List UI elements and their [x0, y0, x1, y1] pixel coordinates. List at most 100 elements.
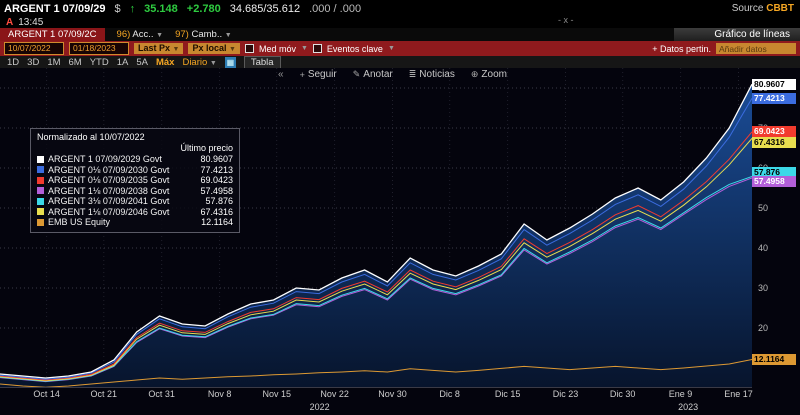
- chart-action-anotar[interactable]: ✎ Anotar: [353, 69, 393, 80]
- legend-last-price: 12.1164: [201, 217, 233, 228]
- quote-time: 13:45: [18, 16, 44, 28]
- legend-series-name: ARGENT 0⅛ 07/09/2035 Govt: [48, 175, 170, 186]
- series-line: [0, 359, 752, 388]
- up-arrow-icon: ↑: [129, 2, 136, 15]
- legend-rows: ARGENT 1 07/09/2029 Govt 80.9607 ARGENT 0⅛…: [37, 154, 233, 228]
- range-1a[interactable]: 1A: [116, 57, 129, 68]
- menu-number: 97): [175, 29, 189, 40]
- x-axis-label: Oct 21: [90, 389, 118, 399]
- price-source-select[interactable]: Last Px ▼: [134, 43, 184, 54]
- x-axis-label: Ene 17: [724, 389, 753, 399]
- chart-action-seguir[interactable]: + Seguir: [300, 69, 337, 80]
- year-label: 2022: [309, 402, 330, 412]
- y-axis-label: 30: [758, 283, 769, 293]
- source-value: CBBT: [766, 3, 794, 14]
- legend-series-name: ARGENT 0⅛ 07/09/2030 Govt: [48, 164, 170, 175]
- y-axis: 8070605040302012.116457.87657.495867.431…: [752, 68, 800, 388]
- last-price-tag: 57.876: [752, 166, 796, 178]
- legend-last-price: 67.4316: [200, 206, 233, 217]
- range-1d[interactable]: 1D: [7, 57, 20, 68]
- menu-label: Acc..: [132, 29, 154, 40]
- add-data-input[interactable]: [716, 43, 796, 54]
- legend-row[interactable]: ARGENT 3⅛ 07/09/2041 Govt 57.876: [37, 196, 233, 207]
- related-data-button[interactable]: + Datos pertin.: [652, 43, 711, 54]
- legend-series-name: ARGENT 1⅛ 07/09/2046 Govt: [48, 206, 170, 217]
- legend-title: Normalizado al 10/07/2022: [37, 132, 145, 142]
- anotar-icon: ✎: [352, 69, 361, 79]
- range-6m[interactable]: 6M: [68, 57, 82, 68]
- security-tab[interactable]: ARGENT 1 07/09/2C: [0, 28, 105, 41]
- date-from-field[interactable]: [4, 42, 64, 55]
- x-axis-label: Ene 9: [668, 389, 693, 399]
- range-ytd[interactable]: YTD: [89, 57, 109, 68]
- chart-action-noticias[interactable]: ≣ Noticias: [409, 69, 455, 80]
- last-price-tag: 80.9607: [752, 78, 796, 90]
- chevron-down-icon: ▼: [209, 60, 217, 67]
- security-info-bar: ARGENT 1 07/09/29 $ ↑ 35.148 +2.780 34.6…: [0, 0, 800, 16]
- moving-average-checkbox[interactable]: [244, 44, 254, 53]
- menu-number: 96): [116, 29, 131, 40]
- legend-last-price: 57.876: [205, 196, 233, 207]
- legend-row[interactable]: ARGENT 0⅛ 07/09/2030 Govt 77.4213: [37, 165, 233, 176]
- legend-swatch: [37, 187, 44, 195]
- session-bar: A 13:45: [0, 16, 800, 28]
- chevron-down-icon: ▼: [172, 46, 180, 53]
- range-5a[interactable]: 5A: [136, 57, 148, 68]
- range-3d[interactable]: 3D: [27, 57, 40, 68]
- legend-row[interactable]: ARGENT 1 07/09/2029 Govt 80.9607: [37, 154, 233, 165]
- date-to-field[interactable]: [69, 42, 129, 55]
- local-price-value: Px local: [192, 43, 227, 53]
- legend-row[interactable]: ARGENT 0⅛ 07/09/2035 Govt 69.0423: [37, 175, 233, 186]
- menu-item-acciones[interactable]: 96) Acc.. ▼: [117, 29, 164, 40]
- window-controls[interactable]: - x -: [558, 15, 574, 25]
- period-value: Diario: [182, 57, 208, 68]
- currency-symbol: $: [114, 2, 121, 15]
- price-change: +2.780: [186, 2, 221, 15]
- legend-row[interactable]: EMB US Equity 12.1164: [37, 217, 233, 228]
- chart-action-zoom[interactable]: ⊕ Zoom: [471, 69, 507, 80]
- last-price-tag: 67.4316: [752, 136, 796, 148]
- legend-row[interactable]: ARGENT 1⅛ 07/09/2046 Govt 67.4316: [37, 207, 233, 218]
- action-label: Anotar: [363, 69, 393, 80]
- x-axis-label: Nov 8: [207, 389, 232, 399]
- y-axis-label: 40: [758, 243, 769, 253]
- series-line: [0, 83, 752, 379]
- legend-last-price: 80.9607: [200, 154, 233, 165]
- source-text: Source: [731, 3, 764, 14]
- chart-toolbar: Last Px ▼ Px local ▼ Med móv ▼ Eventos c…: [0, 41, 800, 56]
- x-axis-label: Nov 22: [320, 389, 349, 399]
- last-price-tag: 69.0423: [752, 126, 796, 138]
- local-price-select[interactable]: Px local ▼: [188, 43, 240, 54]
- range-1m[interactable]: 1M: [47, 57, 61, 68]
- x-axis-label: Nov 15: [262, 389, 291, 399]
- security-name: ARGENT 1 07/09/29: [4, 2, 106, 15]
- moving-average-label: Med móv: [258, 43, 296, 54]
- y-axis-label: 20: [758, 323, 769, 333]
- range-máx[interactable]: Máx: [155, 57, 175, 68]
- x-axis-label: Oct 14: [33, 389, 60, 399]
- bid-ask: 34.685/35.612: [229, 2, 301, 15]
- x-axis-label: Nov 30: [378, 389, 407, 399]
- key-events-checkbox[interactable]: [312, 44, 322, 53]
- period-select[interactable]: Diario ▼: [182, 57, 216, 68]
- chart-area: « + Seguir ✎ Anotar ≣ Noticias ⊕ Zoom Normaliza…: [0, 68, 800, 415]
- screen-title: Gráfico de líneas: [674, 28, 800, 41]
- x-axis-label: Dic 15: [494, 389, 521, 399]
- legend-swatch: [37, 155, 44, 163]
- price-source-value: Last Px: [138, 43, 171, 53]
- legend-series-name: ARGENT 3⅛ 07/09/2041 Govt: [48, 196, 170, 207]
- menu-item-cambiar[interactable]: 97) Camb.. ▼: [175, 29, 232, 40]
- legend-swatch: [37, 208, 44, 216]
- collapse-icon[interactable]: «: [278, 69, 284, 80]
- source-label: Source CBBT: [732, 3, 794, 14]
- legend-swatch: [37, 197, 44, 205]
- year-label: 2023: [678, 402, 699, 412]
- chevron-down-icon: ▼: [156, 32, 164, 39]
- noticias-icon: ≣: [408, 69, 417, 79]
- chevron-down-icon: ▼: [300, 45, 308, 52]
- chart-type-icon[interactable]: ▦: [224, 57, 236, 68]
- legend-swatch: [37, 218, 44, 226]
- x-axis-label: Dic 8: [439, 389, 460, 399]
- legend-row[interactable]: ARGENT 1⅛ 07/09/2038 Govt 57.4958: [37, 186, 233, 197]
- series-line: [0, 176, 752, 382]
